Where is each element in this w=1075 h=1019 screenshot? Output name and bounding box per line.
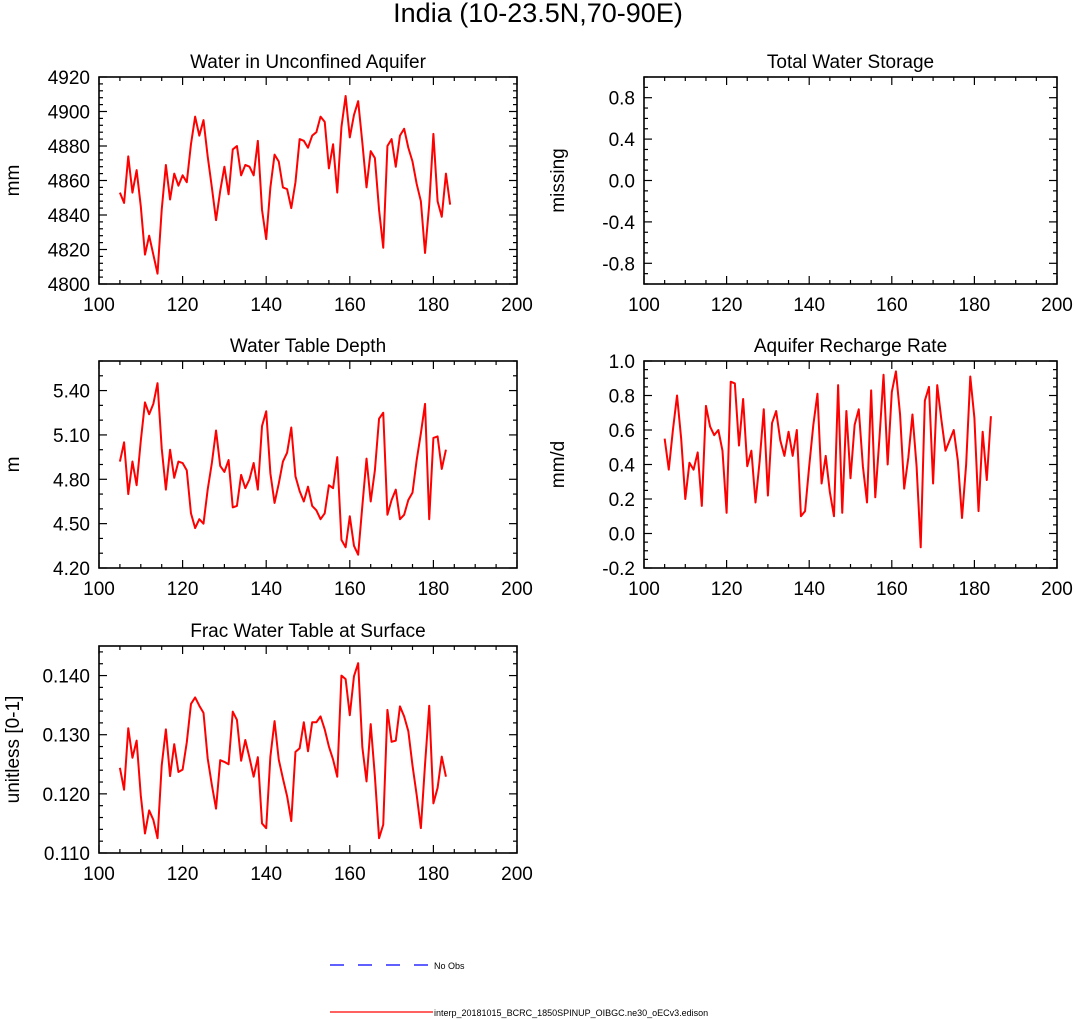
panel-title: Water Table Depth — [230, 336, 386, 357]
legend: No Obs interp_20181015_BCRC_1850SPINUP_O… — [330, 961, 708, 1018]
y-tick-label: 0.140 — [42, 667, 90, 688]
x-tick-label: 200 — [1041, 295, 1073, 316]
x-tick-label: 100 — [83, 295, 115, 316]
y-axis-label: missing — [548, 148, 569, 212]
series-line — [118, 662, 447, 840]
series-line — [118, 94, 452, 275]
x-tick-label: 180 — [959, 579, 991, 600]
y-tick-label: 0.2 — [609, 490, 635, 511]
y-tick-label: 4.20 — [53, 559, 90, 580]
y-tick-label: 0.120 — [42, 785, 90, 806]
panel-title: Frac Water Table at Surface — [190, 621, 426, 642]
y-tick-label: 0.110 — [44, 844, 90, 865]
y-tick-label: 4880 — [48, 137, 90, 158]
y-tick-label: 4920 — [48, 68, 90, 89]
chart-panel: Total Water Storage missing 100 120 140 160 18… — [548, 52, 1073, 316]
plot-frame — [98, 360, 518, 569]
y-tick-label: 0.4 — [609, 456, 636, 477]
x-tick-label: 140 — [793, 579, 825, 600]
series-line — [118, 382, 447, 556]
x-tick-label: 160 — [334, 579, 366, 600]
y-tick-label: 4820 — [48, 241, 90, 262]
y-tick-label: 1.0 — [609, 352, 635, 373]
x-tick-label: 140 — [793, 295, 825, 316]
y-tick-label: 4840 — [48, 206, 90, 227]
x-tick-label: 160 — [876, 579, 908, 600]
y-tick-label: 0.4 — [609, 130, 636, 151]
x-tick-label: 160 — [876, 295, 908, 316]
panel-title: Aquifer Recharge Rate — [754, 336, 947, 357]
x-tick-label: 100 — [83, 864, 115, 885]
figure-title: India (10-23.5N,70-90E) — [393, 0, 683, 28]
y-tick-label: -0.2 — [602, 559, 635, 580]
x-tick-label: 180 — [418, 295, 450, 316]
x-tick-label: 200 — [501, 295, 533, 316]
x-tick-label: 140 — [250, 579, 282, 600]
x-tick-label: 100 — [83, 579, 115, 600]
y-tick-label: 0.8 — [609, 387, 635, 408]
x-tick-label: 120 — [167, 579, 199, 600]
x-tick-label: 120 — [711, 295, 743, 316]
chart-panel: Frac Water Table at Surface unitless [0-1… — [3, 621, 533, 885]
x-tick-label: 120 — [711, 579, 743, 600]
y-tick-label: 0.8 — [609, 89, 635, 110]
y-tick-label: -0.4 — [602, 213, 635, 234]
panels: Water in Unconfined Aquifer mm 100 120 140 16… — [3, 52, 1073, 885]
y-tick-label: 0.6 — [609, 421, 635, 442]
panel-title: Total Water Storage — [767, 52, 934, 73]
panel-title: Water in Unconfined Aquifer — [190, 52, 427, 73]
x-tick-label: 200 — [501, 864, 533, 885]
y-tick-label: 5.10 — [53, 426, 90, 447]
x-tick-label: 140 — [250, 864, 282, 885]
legend-obs-label: No Obs — [434, 961, 465, 971]
chart-panel: Water Table Depth m 100 120 140 160 180 200 4.20… — [3, 336, 533, 600]
x-tick-label: 160 — [334, 864, 366, 885]
x-tick-label: 180 — [418, 579, 450, 600]
x-tick-label: 160 — [334, 295, 366, 316]
y-tick-label: 4800 — [48, 275, 90, 296]
x-tick-label: 120 — [167, 295, 199, 316]
x-tick-label: 100 — [628, 295, 660, 316]
plot-frame — [98, 76, 518, 285]
y-tick-label: 0.0 — [609, 172, 635, 193]
plot-frame — [643, 76, 1058, 285]
x-tick-label: 140 — [250, 295, 282, 316]
x-tick-label: 100 — [628, 579, 660, 600]
y-tick-label: 0.0 — [609, 525, 635, 546]
y-tick-label: 5.40 — [53, 382, 90, 403]
y-axis-label: unitless [0-1] — [3, 696, 24, 804]
legend-model-label: interp_20181015_BCRC_1850SPINUP_OIBGC.ne… — [434, 1008, 708, 1018]
y-axis-label: mm — [3, 165, 24, 197]
x-tick-label: 180 — [959, 295, 991, 316]
series-line — [663, 370, 992, 549]
x-tick-label: 120 — [167, 864, 199, 885]
y-axis-label: m — [3, 457, 24, 473]
y-tick-label: 4900 — [48, 103, 90, 124]
y-tick-label: 4860 — [48, 172, 90, 193]
x-tick-label: 180 — [418, 864, 450, 885]
chart-panel: Aquifer Recharge Rate mm/d 100 120 140 160 180… — [548, 336, 1073, 600]
y-axis-label: mm/d — [548, 441, 569, 489]
y-tick-label: 4.80 — [53, 470, 90, 491]
y-tick-label: -0.8 — [602, 254, 635, 275]
y-tick-label: 0.130 — [42, 726, 90, 747]
x-tick-label: 200 — [501, 579, 533, 600]
x-tick-label: 200 — [1041, 579, 1073, 600]
chart-panel: Water in Unconfined Aquifer mm 100 120 140 16… — [3, 52, 533, 316]
y-tick-label: 4.50 — [53, 515, 90, 536]
